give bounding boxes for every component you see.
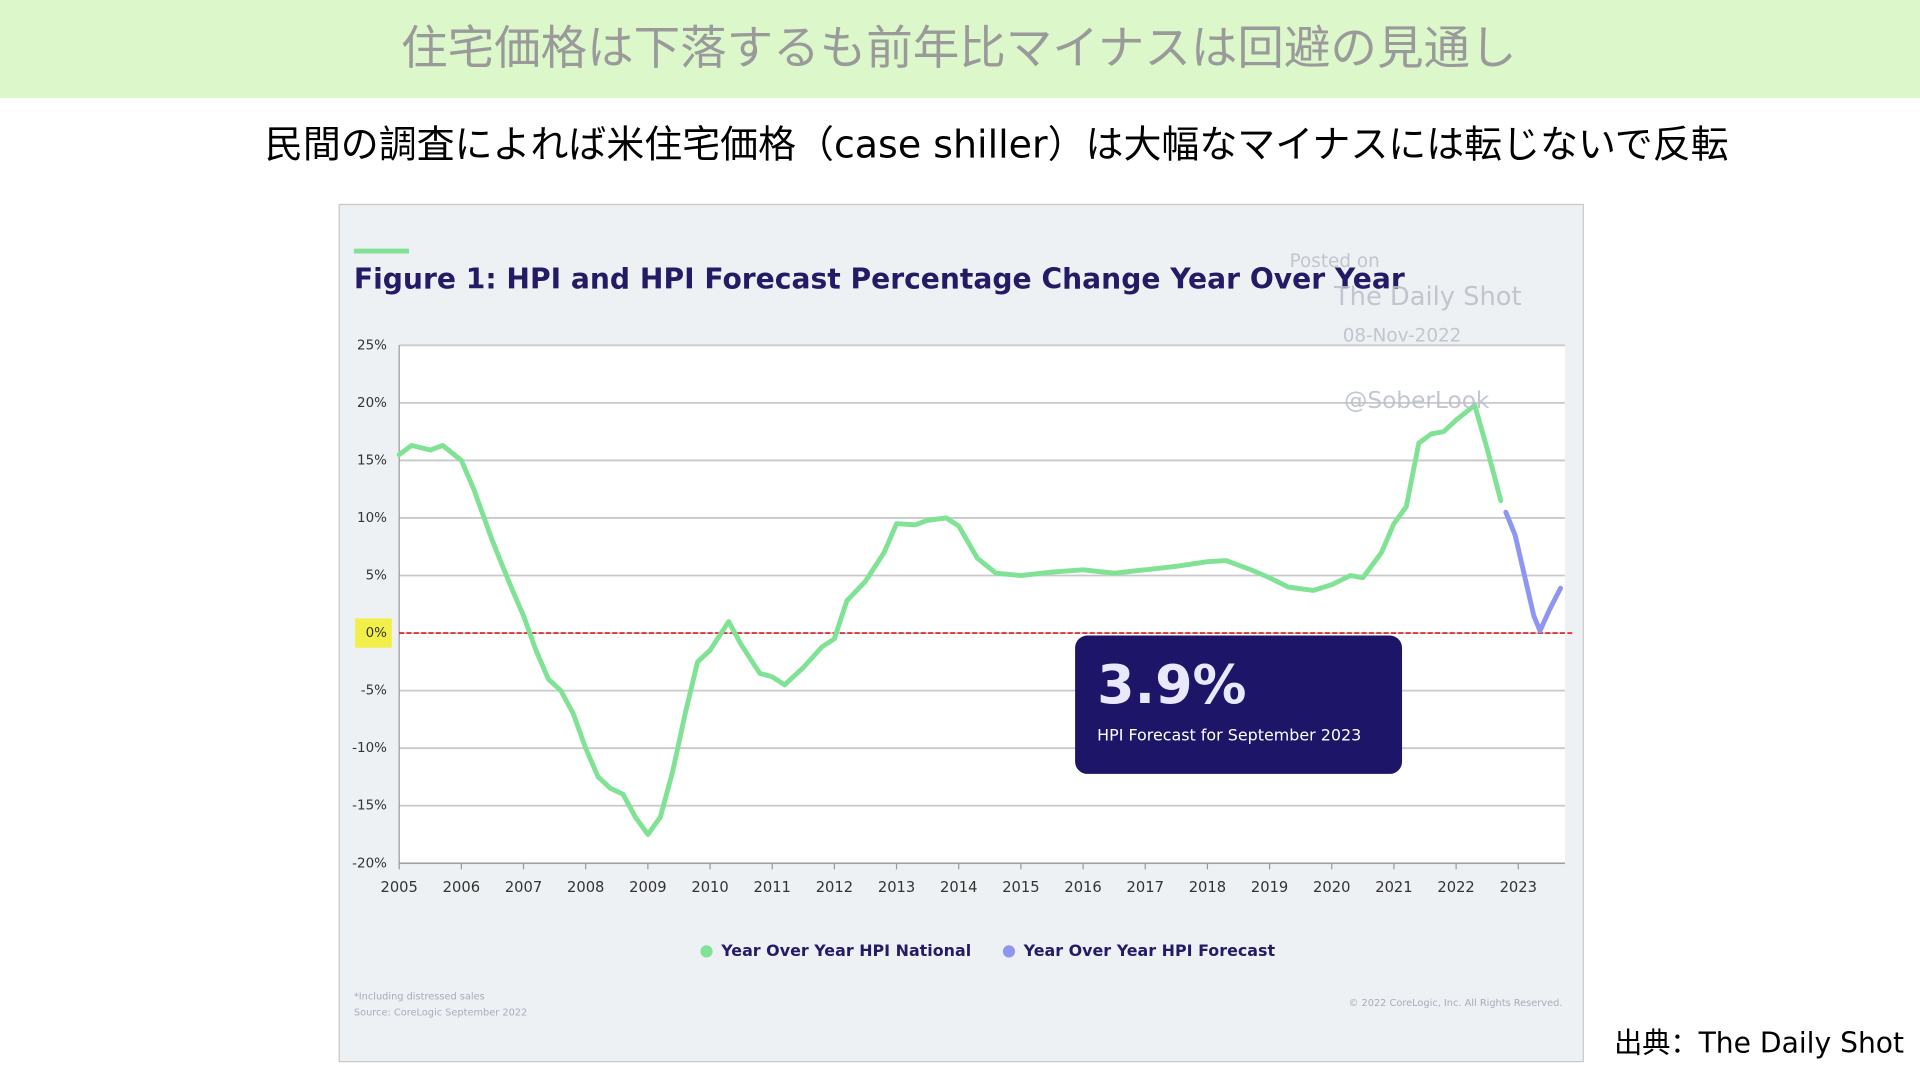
source: 出典：The Daily Shot <box>1614 1026 1904 1059</box>
y-tick-label: 15% <box>357 453 387 468</box>
x-tick-label: 2010 <box>691 879 728 896</box>
watermark: 08-Nov-2022 <box>1343 326 1462 347</box>
callout-value: 3.9% <box>1097 653 1246 716</box>
x-tick-label: 2020 <box>1313 879 1350 896</box>
y-tick-label: -10% <box>352 741 387 756</box>
y-tick-label: 25% <box>357 338 387 353</box>
chart: -20% -15% -10% -5% 0% 5% 10% 15% 20% 25% 2005 2006 2… <box>352 251 1575 1019</box>
copyright: © 2022 CoreLogic, Inc. All Rights Reserv… <box>1349 998 1563 1009</box>
tick-highlight <box>355 618 392 648</box>
y-tick-label: -15% <box>352 799 387 814</box>
y-tick-label: 5% <box>366 569 388 584</box>
x-tick-label: 2007 <box>505 879 542 896</box>
y-tick-label: 20% <box>357 396 387 411</box>
x-tick-label: 2022 <box>1437 879 1474 896</box>
plot-area <box>399 345 1565 864</box>
watermark: Posted on <box>1290 251 1380 272</box>
x-tick-label: 2021 <box>1375 879 1412 896</box>
footnote: *Including distressed sales <box>354 992 485 1003</box>
x-tick-label: 2008 <box>567 879 604 896</box>
slide-title: 住宅価格は下落するも前年比マイナスは回避の見通し <box>401 21 1516 75</box>
x-tick-label: 2006 <box>443 879 480 896</box>
x-tick-label: 2017 <box>1127 879 1164 896</box>
legend-marker <box>1002 945 1016 958</box>
x-tick-label: 2005 <box>380 879 417 896</box>
callout <box>1075 635 1403 774</box>
slide-subtitle: 民間の調査によれば米住宅価格（case shiller）は大幅なマイナスには転じ… <box>265 122 1729 166</box>
x-tick-label: 2023 <box>1500 879 1537 896</box>
y-tick-label: -20% <box>352 856 387 871</box>
series-line <box>1503 509 1563 634</box>
footnote: Source: CoreLogic September 2022 <box>354 1008 527 1019</box>
y-tick-label: 10% <box>357 511 387 526</box>
x-tick-label: 2018 <box>1189 879 1226 896</box>
x-tick-label: 2014 <box>940 879 977 896</box>
watermark: The Daily Shot <box>1333 282 1522 312</box>
series-line <box>396 402 1504 837</box>
x-tick-label: 2013 <box>878 879 915 896</box>
callout-text: HPI Forecast for September 2023 <box>1097 725 1361 744</box>
watermark: @SoberLook <box>1344 387 1490 414</box>
x-tick-label: 2019 <box>1251 879 1288 896</box>
chart-title: Figure 1: HPI and HPI Forecast Percentag… <box>354 262 1405 295</box>
x-tick-label: 2016 <box>1064 879 1101 896</box>
legend-marker <box>700 945 713 958</box>
y-tick-label: -5% <box>361 684 387 699</box>
legend-label: Year Over Year HPI National <box>720 941 971 960</box>
y-tick-label: 0% <box>366 626 388 641</box>
x-tick-label: 2015 <box>1002 879 1039 896</box>
title-band <box>0 0 1920 98</box>
x-tick-label: 2012 <box>816 879 853 896</box>
x-tick-label: 2009 <box>629 879 666 896</box>
x-tick-label: 2011 <box>754 879 791 896</box>
legend-label: Year Over Year HPI Forecast <box>1023 941 1276 960</box>
